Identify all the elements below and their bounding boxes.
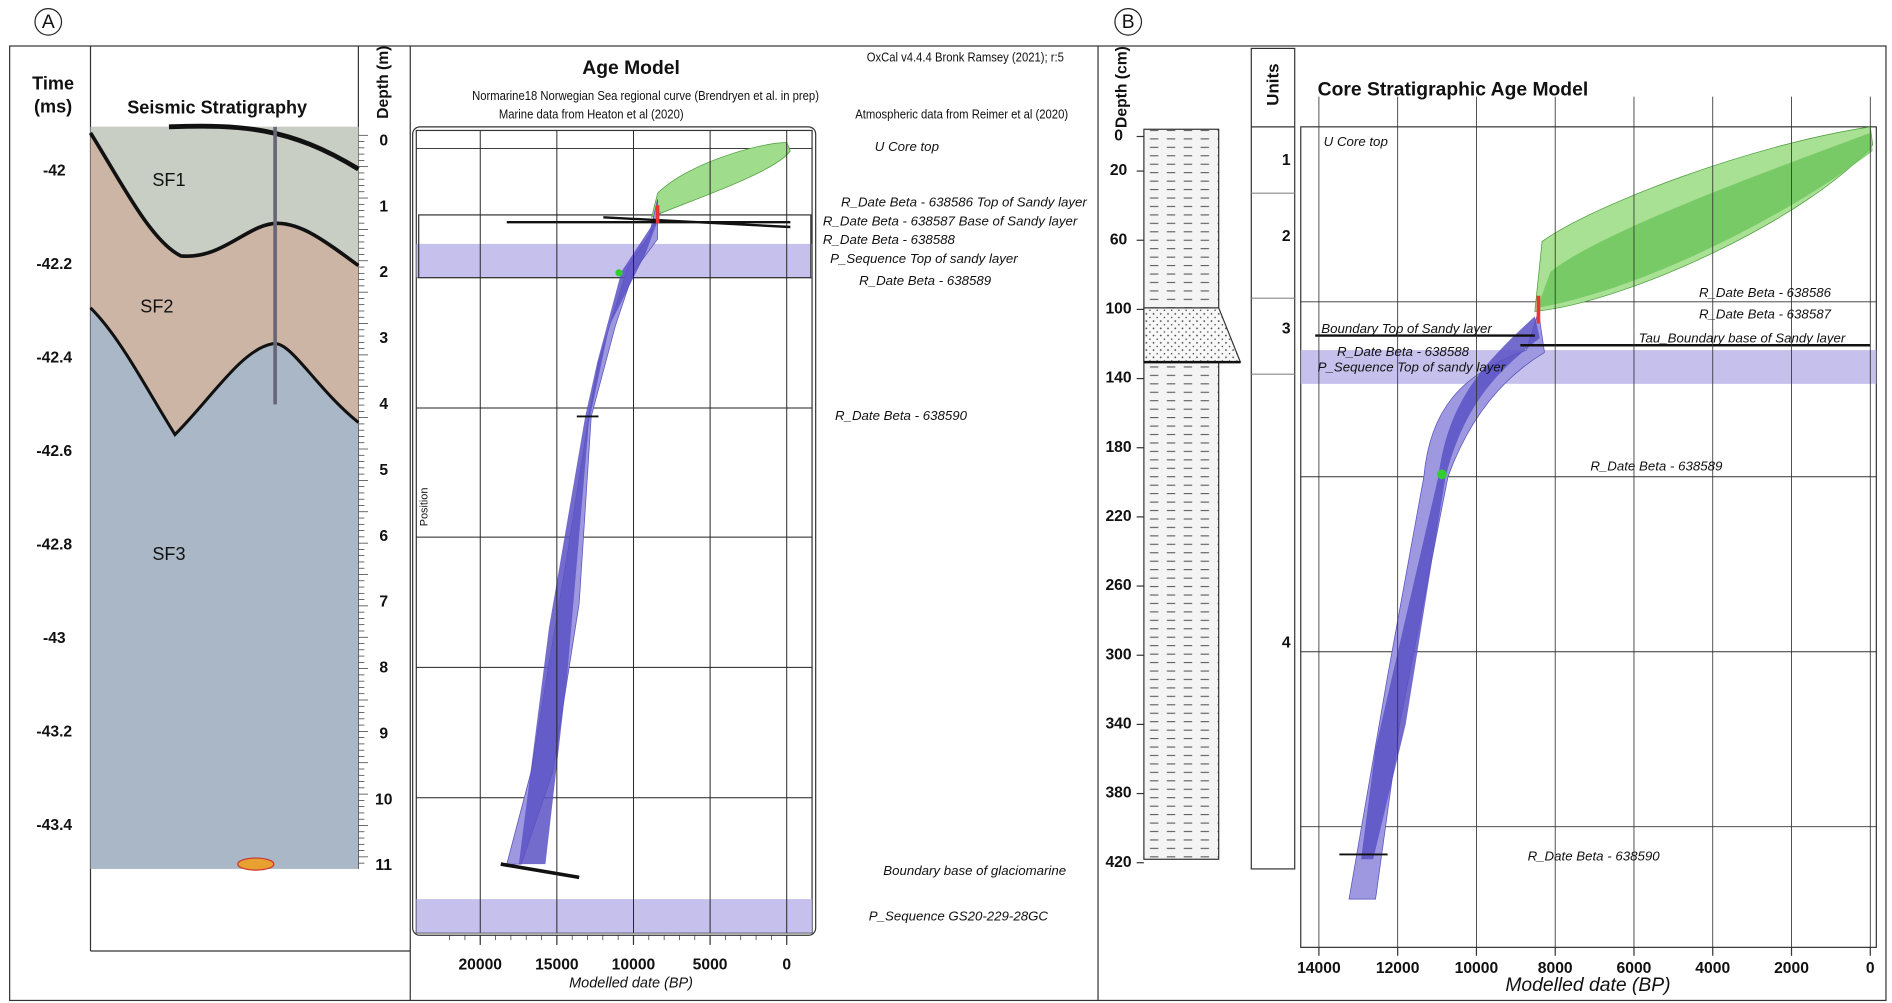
age-envelope-b — [1315, 127, 1872, 899]
annotation: U Core top — [875, 139, 939, 154]
unit-label: SF2 — [140, 297, 173, 317]
y-tick-label: 340 — [1105, 716, 1131, 733]
y-tick-label: -42.2 — [36, 256, 72, 273]
unit-label: SF1 — [152, 170, 185, 190]
unit-label: 1 — [1282, 152, 1291, 169]
figure: A B Time (ms) -42 -42.2 -42.4 -42.6 -42.8 -43 -43.… — [0, 0, 1892, 1003]
y-tick-label: 4 — [379, 396, 388, 413]
annotation: R_Date Beta - 638588 — [1337, 344, 1470, 359]
seismic-image — [90, 126, 358, 870]
chart-title: Core Stratigraphic Age Model — [1318, 80, 1589, 101]
y-tick-label: 380 — [1105, 785, 1131, 802]
y-tick-label: 11 — [375, 857, 392, 874]
annotation: Boundary Top of Sandy layer — [1321, 321, 1492, 336]
y-tick-label: -43.2 — [36, 724, 72, 741]
y-tick-label: 220 — [1105, 508, 1131, 525]
units-column — [1251, 48, 1294, 869]
credit: OxCal v4.4.4 Bronk Ramsey (2021); r:5 — [867, 50, 1064, 65]
sequence-band — [416, 244, 812, 278]
y-tick-label: 10 — [375, 791, 393, 808]
y-tick-label: 180 — [1105, 439, 1131, 456]
x-tick-label: 0 — [782, 957, 791, 974]
sandy-layer — [1144, 308, 1241, 362]
y-tick-label: 8 — [379, 660, 388, 677]
credit: Normarine18 Norwegian Sea regional curve… — [472, 88, 819, 103]
unit-label: SF3 — [152, 544, 185, 564]
unit-label: 4 — [1282, 634, 1291, 651]
x-tick-label: 12000 — [1376, 960, 1420, 977]
axis-title: Units — [1264, 64, 1283, 106]
x-tick-label: 15000 — [535, 957, 579, 974]
y-tick-label: -42 — [43, 163, 66, 180]
annotation: P_Sequence Top of sandy layer — [830, 251, 1018, 266]
chart-title: Age Model — [582, 58, 680, 79]
sequence-band — [416, 899, 812, 933]
x-tick-label: 2000 — [1774, 960, 1809, 977]
x-axis-title: Modelled date (BP) — [569, 975, 693, 991]
panel-title: Seismic Stratigraphy — [127, 98, 307, 118]
panel-label: A — [42, 12, 55, 33]
y-tick-label: 60 — [1110, 231, 1128, 248]
y-tick-label: 6 — [379, 528, 388, 545]
y-tick-label: 0 — [379, 132, 388, 149]
y-tick-label: 140 — [1105, 370, 1131, 387]
unit-label: 3 — [1282, 321, 1291, 338]
y-tick-label: 300 — [1105, 646, 1131, 663]
position-label: Position — [419, 488, 431, 527]
x-axis-title: Modelled date (BP) — [1505, 975, 1670, 996]
y-tick-label: 420 — [1105, 854, 1131, 871]
panel-label: B — [1122, 12, 1135, 33]
annotation: R_Date Beta - 638587 — [1699, 307, 1832, 322]
y-tick-label: 100 — [1105, 301, 1131, 318]
y-tick-label: 20 — [1110, 162, 1128, 179]
annotation: Boundary base of glaciomarine — [883, 863, 1066, 878]
y-tick-label: 7 — [379, 594, 388, 611]
y-tick-label: -42.6 — [36, 443, 72, 460]
y-tick-label: 3 — [379, 330, 388, 347]
axis-title: Depth (m) — [375, 46, 392, 119]
y-tick-label: 1 — [379, 198, 388, 215]
x-tick-label: 5000 — [693, 957, 728, 974]
annotation: R_Date Beta - 638586 — [1699, 285, 1832, 300]
annotation: R_Date Beta - 638589 — [859, 273, 992, 288]
y-tick-label: 0 — [1114, 128, 1123, 145]
y-tick-label: 9 — [379, 725, 388, 742]
annotation: Tau_Boundary base of Sandy layer — [1639, 331, 1846, 346]
credit: Atmospheric data from Reimer et al (2020… — [855, 106, 1068, 121]
y-tick-label: 5 — [379, 462, 388, 479]
annotation: U Core top — [1324, 134, 1388, 149]
y-tick-label: 260 — [1105, 577, 1131, 594]
annotation: P_Sequence Top of sandy layer — [1318, 360, 1506, 375]
x-tick-label: 20000 — [458, 957, 502, 974]
y-tick-label: -42.4 — [36, 350, 72, 367]
y-tick-label: -42.8 — [36, 537, 72, 554]
axis-title: (ms) — [34, 96, 72, 116]
x-tick-label: 0 — [1866, 960, 1875, 977]
annotation: P_Sequence GS20-229-28GC — [869, 909, 1049, 924]
y-tick-label: -43 — [43, 630, 66, 647]
page: { "panel_a": { "label": "A", "time_axis"… — [0, 0, 1892, 1003]
x-tick-label: 10000 — [1455, 960, 1499, 977]
annotation: R_Date Beta - 638586 Top of Sandy layer — [841, 194, 1087, 209]
annotation: R_Date Beta - 638590 — [835, 408, 968, 423]
y-tick-label: 2 — [379, 264, 388, 281]
unit-label: 2 — [1282, 228, 1291, 245]
axis-title: Time — [32, 73, 74, 93]
annotation: R_Date Beta - 638588 — [823, 232, 956, 247]
annotation: R_Date Beta - 638587 Base of Sandy layer — [823, 214, 1078, 229]
x-tick-label: 4000 — [1695, 960, 1730, 977]
x-tick-label: 10000 — [612, 957, 656, 974]
axis-title: Depth (cm) — [1113, 46, 1130, 128]
annotation: R_Date Beta - 638589 — [1590, 459, 1723, 474]
annotation: R_Date Beta - 638590 — [1528, 848, 1661, 863]
x-tick-label: 14000 — [1297, 960, 1341, 977]
credit: Marine data from Heaton et al (2020) — [499, 106, 684, 121]
y-tick-label: -43.4 — [36, 817, 72, 834]
core-log — [1144, 129, 1219, 859]
